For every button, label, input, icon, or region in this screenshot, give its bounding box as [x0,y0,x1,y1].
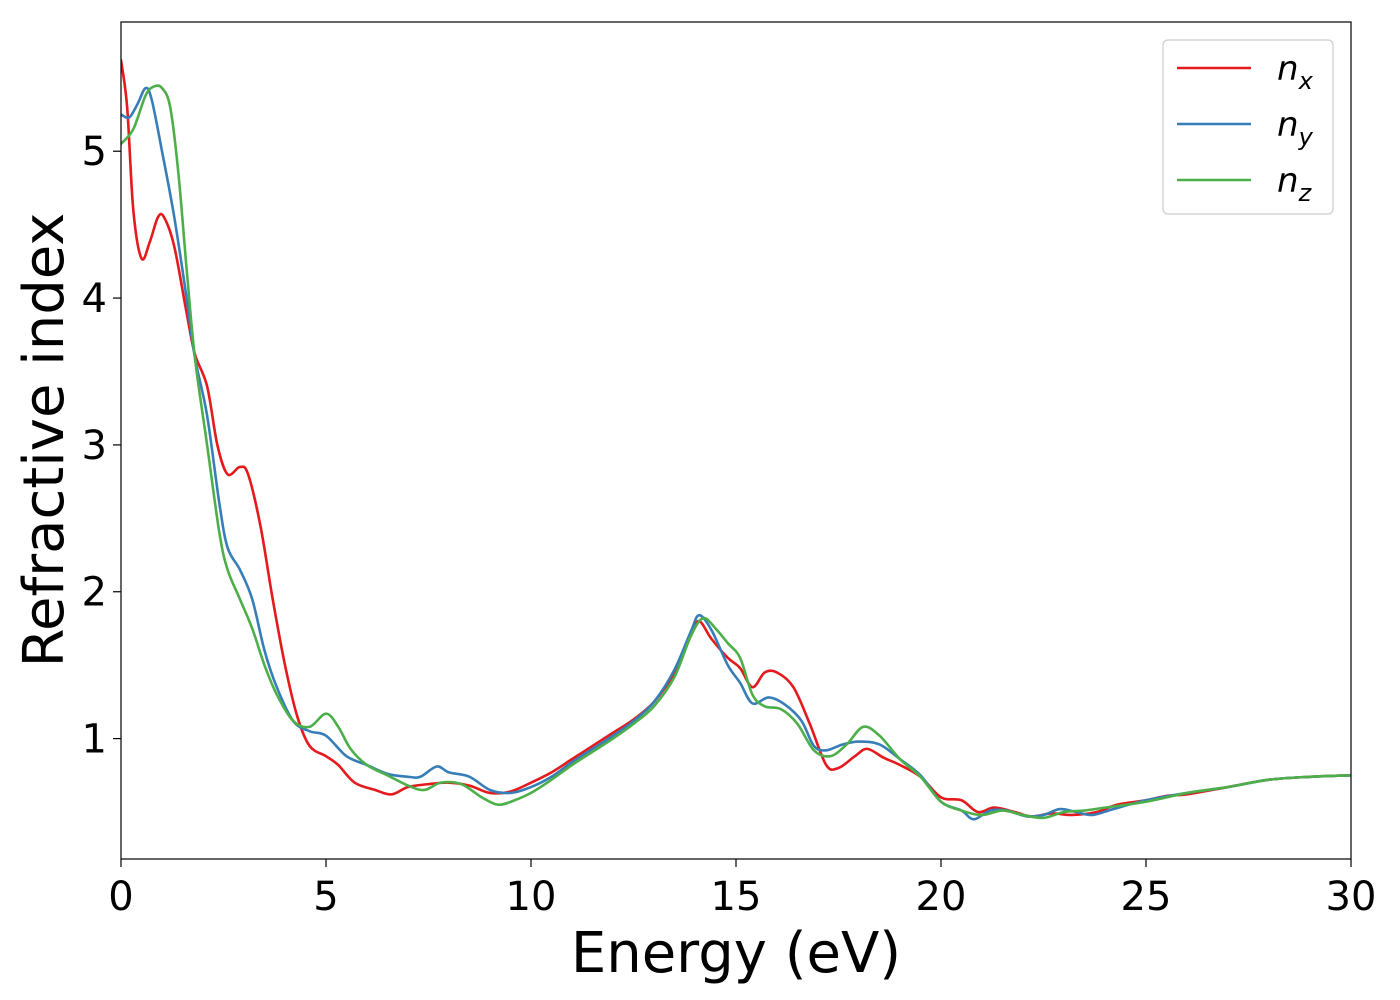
legend: nx ny nz [1162,39,1334,215]
x-tick-label: 10 [506,874,557,920]
x-tick-label: 15 [711,874,762,920]
x-tick-label: 0 [108,874,133,920]
series-line-n-z [121,84,1351,820]
y-tick-label: 3 [82,423,107,469]
series-lines [121,58,1351,821]
x-axis-ticks: 0 5 10 15 20 25 30 [108,859,1376,920]
legend-label: nz [1277,161,1313,207]
x-tick-label: 5 [313,874,338,920]
y-tick-label: 2 [82,570,107,616]
legend-box [1162,39,1334,215]
y-axis-title: Refractive index [12,213,77,668]
x-tick-label: 30 [1326,874,1377,920]
x-tick-label: 20 [916,874,967,920]
x-tick-label: 25 [1121,874,1172,920]
y-tick-label: 5 [82,129,107,175]
y-tick-label: 1 [82,717,107,763]
x-axis-title: Energy (eV) [571,921,901,986]
y-tick-label: 4 [82,276,107,322]
legend-label: nx [1277,49,1314,95]
legend-label: ny [1277,105,1314,151]
y-axis-ticks: 1 2 3 4 5 [82,129,121,763]
